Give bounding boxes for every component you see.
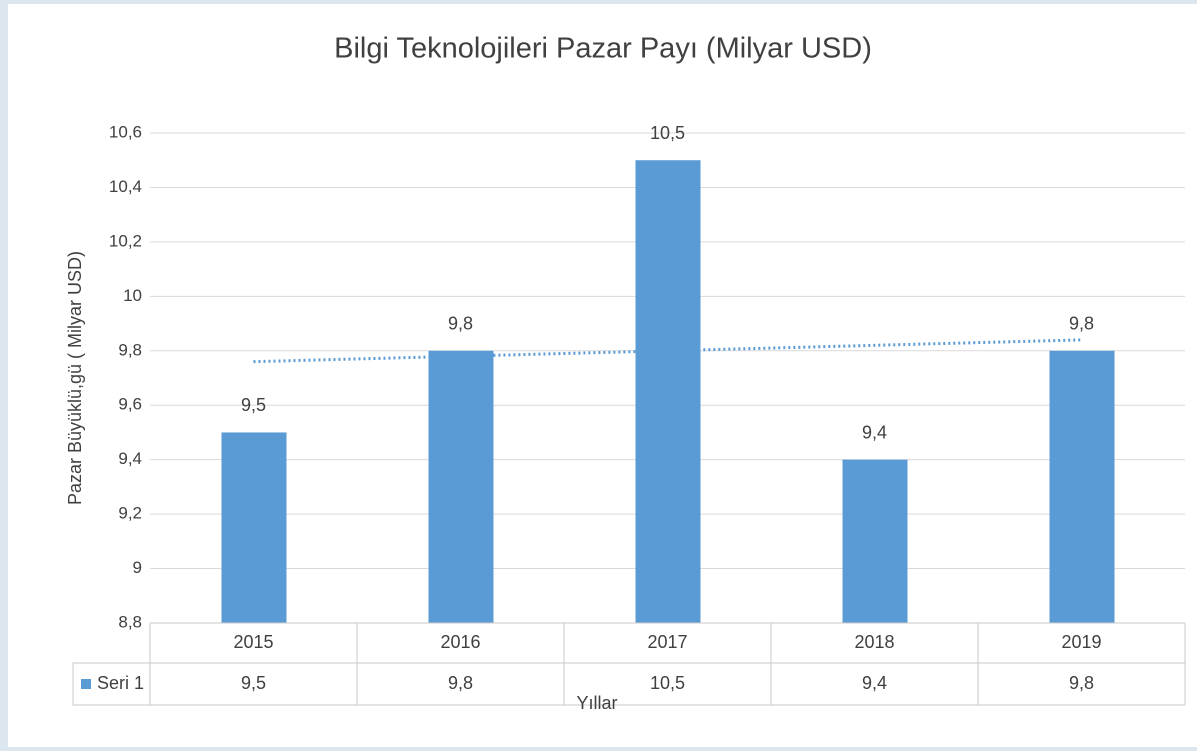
y-tick-label: 9,8	[118, 340, 142, 359]
chart-title: Bilgi Teknolojileri Pazar Payı (Milyar U…	[334, 33, 872, 65]
bar	[842, 459, 908, 623]
x-axis-label: Yıllar	[576, 693, 617, 713]
x-tick-label: 2017	[647, 632, 687, 652]
bar	[635, 160, 701, 623]
data-label: 10,5	[650, 123, 685, 143]
chart-background	[8, 4, 1197, 747]
y-tick-label: 10	[123, 286, 142, 305]
y-tick-label: 9,2	[118, 504, 142, 523]
x-tick-label: 2019	[1061, 632, 1101, 652]
table-value: 9,8	[1069, 673, 1094, 693]
table-value: 10,5	[650, 673, 685, 693]
data-label: 9,8	[448, 314, 473, 334]
table-value: 9,5	[241, 673, 266, 693]
bar	[221, 432, 287, 623]
table-value: 9,8	[448, 673, 473, 693]
legend-key	[81, 679, 91, 689]
y-tick-label: 9,4	[118, 449, 142, 468]
trendline	[253, 338, 1082, 364]
data-label: 9,5	[241, 395, 266, 415]
y-tick-label: 10,2	[109, 231, 142, 250]
data-label: 9,4	[862, 422, 887, 442]
y-tick-label: 9,6	[118, 395, 142, 414]
bar	[1049, 350, 1115, 623]
y-tick-label: 10,6	[109, 122, 142, 141]
y-tick-label: 10,4	[109, 177, 142, 196]
x-tick-label: 2015	[233, 632, 273, 652]
x-tick-label: 2018	[854, 632, 894, 652]
y-axis-label: Pazar Büyüklü,gü ( Milyar USD)	[65, 251, 85, 505]
x-tick-label: 2016	[440, 632, 480, 652]
y-tick-label: 9	[133, 558, 142, 577]
data-label: 9,8	[1069, 314, 1094, 334]
bar	[428, 350, 494, 623]
y-tick-label: 8,8	[118, 612, 142, 631]
table-value: 9,4	[862, 673, 887, 693]
legend-label: Seri 1	[97, 673, 144, 693]
